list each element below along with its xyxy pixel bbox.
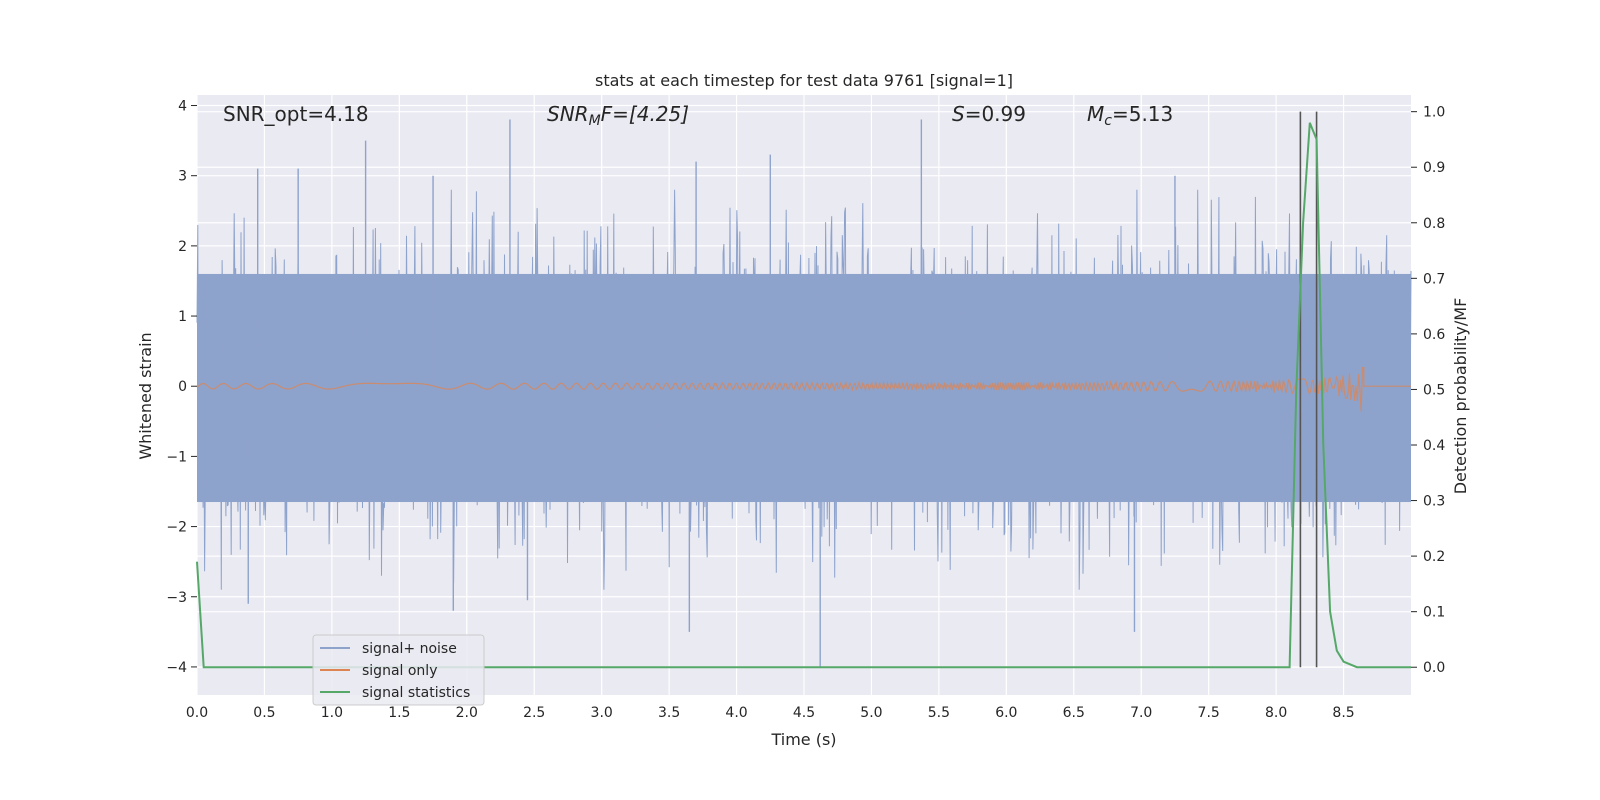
y2-tick-label: 0.9 <box>1423 160 1445 176</box>
y2-tick-label: 0.4 <box>1423 438 1445 454</box>
legend-label-stats: signal statistics <box>362 685 470 701</box>
annotation-mc: Mc=5.13 <box>1087 102 1173 129</box>
series-line-signal-noise <box>196 189 1412 590</box>
x-tick-label: 2.0 <box>456 705 478 721</box>
x-tick-label: 0.0 <box>186 705 208 721</box>
y-tick-label: −3 <box>166 590 187 606</box>
y-tick-label: −2 <box>166 520 187 536</box>
annotation-snr-mf-rest: F=[4.25] <box>601 102 689 126</box>
x-tick-label: 6.5 <box>1063 705 1085 721</box>
annotation-snr-mf: SNRMF=[4.25] <box>547 102 689 129</box>
y2-tick-label: 0.7 <box>1423 271 1445 287</box>
y-tick-label: 1 <box>178 309 187 325</box>
annotation-mc-sub: c <box>1104 113 1112 129</box>
annotation-mc-main: M <box>1087 102 1104 126</box>
legend-label-noise: signal+ noise <box>362 641 457 657</box>
y-tick-label: −4 <box>166 660 187 676</box>
annotation-snr-mf-main: SNR <box>547 102 589 126</box>
legend: signal+ noise signal only signal statist… <box>312 634 485 706</box>
annotation-mc-rest: =5.13 <box>1112 102 1173 126</box>
y2-tick-label: 0.0 <box>1423 660 1445 676</box>
x-axis-label: Time (s) <box>770 730 836 749</box>
y-tick-label: 2 <box>178 239 187 255</box>
x-tick-label: 3.0 <box>591 705 613 721</box>
y2-tick-label: 0.8 <box>1423 216 1445 232</box>
x-tick-label: 5.5 <box>928 705 950 721</box>
y2-tick-label: 0.6 <box>1423 327 1445 343</box>
y2-tick-label: 0.3 <box>1423 494 1445 510</box>
x-tick-label: 1.5 <box>388 705 410 721</box>
annotation-snr-opt: SNR_opt=4.18 <box>223 102 369 126</box>
x-tick-label: 0.5 <box>253 705 275 721</box>
y2-tick-label: 0.2 <box>1423 549 1445 565</box>
x-tick-label: 6.0 <box>995 705 1017 721</box>
x-tick-label: 3.5 <box>658 705 680 721</box>
legend-box <box>312 634 485 706</box>
y2-tick-label: 1.0 <box>1423 105 1445 121</box>
annotation-s: S=0.99 <box>952 102 1026 126</box>
y-tick-label: 0 <box>178 379 187 395</box>
x-tick-label: 4.0 <box>725 705 747 721</box>
y-axis-label: Whitened strain <box>136 332 155 459</box>
annotation-snr-mf-sub: M <box>589 113 601 129</box>
x-tick-label: 8.5 <box>1332 705 1354 721</box>
series-line-signal-only <box>196 366 1411 412</box>
annotation-s-rest: =0.99 <box>965 102 1026 126</box>
y-tick-label: 4 <box>178 99 187 115</box>
legend-label-signal: signal only <box>362 663 437 679</box>
x-tick-label: 1.0 <box>321 705 343 721</box>
x-tick-label: 8.0 <box>1265 705 1287 721</box>
axes: 0.0 0.5 1.0 1.5 2.0 2.5 3.0 3.5 4.0 4.5 5.0 5.5 6.0 6… <box>166 99 1445 721</box>
y2-tick-label: 0.1 <box>1423 605 1445 621</box>
y2-tick-label: 0.5 <box>1423 382 1445 398</box>
x-tick-label: 7.5 <box>1198 705 1220 721</box>
x-tick-label: 7.0 <box>1130 705 1152 721</box>
series-layer <box>196 119 1412 667</box>
chart-title: stats at each timestep for test data 976… <box>595 71 1013 90</box>
x-tick-label: 2.5 <box>523 705 545 721</box>
y-tick-label: −1 <box>166 449 187 465</box>
annotation-s-main: S <box>952 102 965 126</box>
x-tick-label: 5.0 <box>860 705 882 721</box>
x-tick-label: 4.5 <box>793 705 815 721</box>
y-tick-label: 3 <box>178 169 187 185</box>
y2-axis-label: Detection probability/MF <box>1451 298 1470 495</box>
